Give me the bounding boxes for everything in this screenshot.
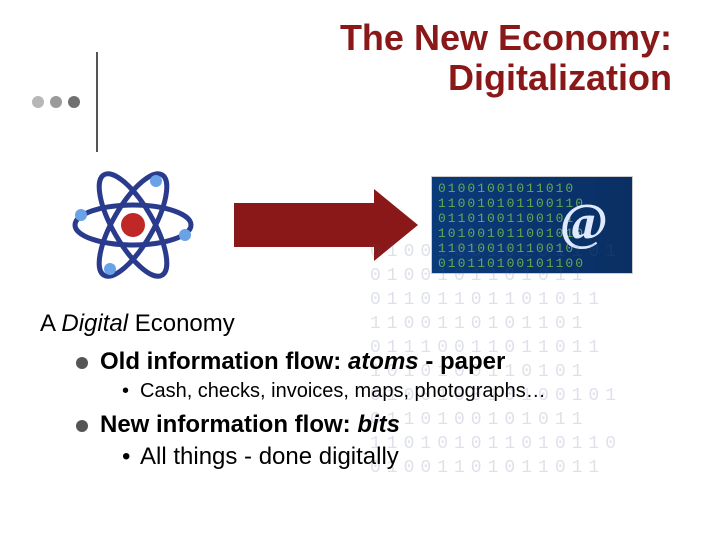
decorative-dots (32, 52, 98, 152)
sub-list: All things - done digitally (100, 443, 692, 471)
subtitle-suffix: Economy (128, 310, 235, 337)
graphics-row: 01001001011010 110010101100110 011010011… (58, 170, 692, 280)
point-2: New information flow: bits (100, 411, 400, 438)
bullet-list: Old information flow: atoms - paper Cash… (40, 348, 692, 471)
slide-body: A Digital Economy Old information flow: … (40, 310, 692, 471)
binary-at-image: 01001001011010 110010101100110 011010011… (432, 177, 632, 273)
slide-title: The New Economy: Digitalization (98, 18, 692, 97)
point-2-sub: All things - done digitally (140, 443, 399, 470)
slide-header: The New Economy: Digitalization (28, 18, 692, 152)
atom-icon (58, 170, 208, 280)
point-2-em: bits (357, 411, 400, 438)
list-item: New information flow: bits All things - … (76, 411, 692, 471)
point-1: Old information flow: atoms - paper (100, 348, 505, 375)
dot-2-icon (50, 96, 62, 108)
point-1-tail: - paper (419, 348, 506, 375)
point-2-lead: New information flow: (100, 411, 357, 438)
title-line-1: The New Economy: (98, 18, 672, 58)
at-sign-icon: @ (560, 193, 608, 252)
title-line-2: Digitalization (98, 58, 672, 98)
subtitle: A Digital Economy (40, 310, 692, 338)
point-1-sub: Cash, checks, invoices, maps, photograph… (140, 380, 546, 402)
subtitle-prefix: A (40, 310, 61, 337)
right-arrow-icon (220, 195, 420, 255)
dot-1-icon (32, 96, 44, 108)
list-item: Cash, checks, invoices, maps, photograph… (122, 380, 692, 403)
slide: The New Economy: Digitalization 01001 (0, 0, 720, 540)
dot-3-icon (68, 96, 80, 108)
point-1-lead: Old information flow: (100, 348, 348, 375)
sub-list: Cash, checks, invoices, maps, photograph… (100, 380, 692, 403)
list-item: Old information flow: atoms - paper Cash… (76, 348, 692, 403)
point-1-em: atoms (348, 348, 419, 375)
list-item: All things - done digitally (122, 443, 692, 471)
subtitle-italic: Digital (61, 310, 128, 337)
